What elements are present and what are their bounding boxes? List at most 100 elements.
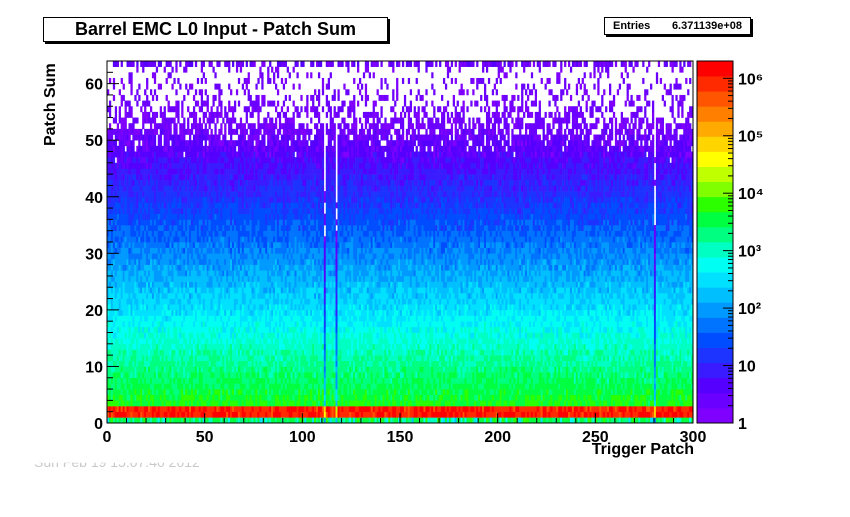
heatmap-cell <box>194 253 198 260</box>
heatmap-cell <box>167 140 170 147</box>
heatmap-cell <box>267 179 270 186</box>
heatmap-cell <box>247 134 250 141</box>
heatmap-cell <box>116 360 120 367</box>
heatmap-cell <box>255 338 258 345</box>
heatmap-cell <box>107 168 110 175</box>
heatmap-cell <box>142 253 145 260</box>
heatmap-cell <box>153 242 157 248</box>
heatmap-cell <box>196 383 200 390</box>
heatmap-cell <box>177 326 180 333</box>
heatmap-cell <box>196 321 200 328</box>
heatmap-cell <box>175 332 178 339</box>
heatmap-cell <box>192 270 196 277</box>
heatmap-cell <box>185 225 188 231</box>
heatmap-cell <box>247 394 250 401</box>
heatmap-cell <box>237 219 241 226</box>
heatmap-cell <box>230 128 233 135</box>
heatmap-cell <box>274 394 278 401</box>
heatmap-cell <box>183 383 186 390</box>
heatmap-cell <box>187 360 190 367</box>
heatmap-cell <box>114 281 118 288</box>
heatmap-cell <box>269 145 272 152</box>
heatmap-cell <box>110 287 114 294</box>
heatmap-cell <box>163 258 166 265</box>
heatmap-cell <box>110 242 114 248</box>
heatmap-cell <box>181 411 184 418</box>
heatmap-cell <box>214 372 217 379</box>
heatmap-cell <box>140 213 143 220</box>
heatmap-cell <box>187 406 190 412</box>
heatmap-cell <box>253 162 256 169</box>
heatmap-cell <box>185 253 188 260</box>
heatmap-cell <box>189 230 192 237</box>
heatmap-cell <box>107 264 110 271</box>
heatmap-cell <box>204 247 207 254</box>
heatmap-cell <box>163 128 166 135</box>
heatmap-cell <box>200 185 204 192</box>
heatmap-cell <box>232 179 235 186</box>
heatmap-cell <box>155 304 159 311</box>
heatmap-cell <box>214 128 217 135</box>
heatmap-cell <box>177 281 180 288</box>
heatmap-cell <box>148 236 151 243</box>
heatmap-cell <box>253 332 256 339</box>
heatmap-cell <box>263 61 266 67</box>
heatmap-cell <box>194 389 198 396</box>
heatmap-cell <box>202 157 205 164</box>
heatmap-cell <box>202 281 205 288</box>
heatmap-cell <box>175 400 178 407</box>
heatmap-cell <box>224 219 227 226</box>
heatmap-cell <box>124 162 127 169</box>
heatmap-cell <box>208 281 211 288</box>
heatmap-cell <box>148 275 151 282</box>
heatmap-cell <box>112 264 116 271</box>
heatmap-cell <box>190 208 194 215</box>
heatmap-cell <box>208 343 211 350</box>
heatmap-cell <box>144 338 147 345</box>
heatmap-cell <box>118 140 121 147</box>
heatmap-cell <box>167 400 170 407</box>
heatmap-cell <box>251 270 254 277</box>
heatmap-cell <box>110 134 114 141</box>
heatmap-cell <box>149 191 153 198</box>
heatmap-cell <box>241 389 245 396</box>
heatmap-cell <box>273 247 276 254</box>
heatmap-cell <box>169 332 172 339</box>
heatmap-cell <box>228 162 231 169</box>
heatmap-cell <box>204 315 207 322</box>
heatmap-cell <box>132 360 135 367</box>
heatmap-cell <box>183 145 186 152</box>
heatmap-cell <box>259 264 262 271</box>
heatmap-cell <box>167 247 170 254</box>
heatmap-cell <box>255 253 258 260</box>
heatmap-cell <box>173 208 176 215</box>
heatmap-cell <box>257 179 260 186</box>
heatmap-cell <box>271 383 274 390</box>
heatmap-cell <box>181 179 184 186</box>
heatmap-cell <box>187 270 190 277</box>
heatmap-cell <box>243 349 246 356</box>
heatmap-cell <box>243 196 246 203</box>
heatmap-cell <box>187 247 190 254</box>
heatmap-cell <box>261 72 264 79</box>
heatmap-cell <box>251 157 254 164</box>
heatmap-cell <box>175 61 178 67</box>
heatmap-cell <box>202 179 205 186</box>
heatmap-cell <box>190 366 194 373</box>
heatmap-cell <box>198 123 202 130</box>
heatmap-cell <box>155 247 159 254</box>
heatmap-cell <box>202 111 205 118</box>
heatmap-cell <box>265 208 268 215</box>
heatmap-cell <box>276 304 280 311</box>
heatmap-cell <box>278 338 282 345</box>
heatmap-cell <box>253 349 256 356</box>
heatmap-cell <box>134 332 137 339</box>
heatmap-cell <box>142 394 145 401</box>
heatmap-cell <box>149 281 153 288</box>
heatmap-cell <box>212 247 215 254</box>
heatmap-cell <box>110 326 114 333</box>
heatmap-cell <box>120 287 123 294</box>
heatmap-cell <box>241 315 245 322</box>
heatmap-cell <box>226 417 229 424</box>
heatmap-cell <box>257 377 260 384</box>
